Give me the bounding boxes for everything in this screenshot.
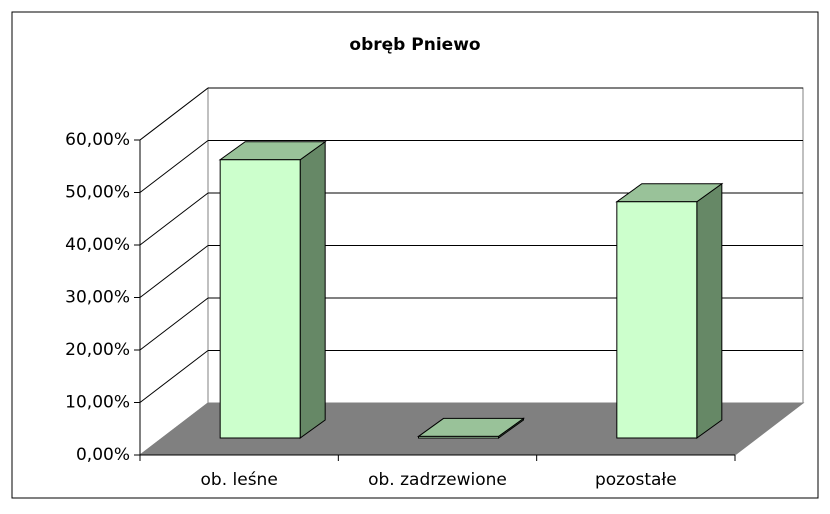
x-tick-label: ob. zadrzewione bbox=[368, 470, 507, 490]
grid-line bbox=[139, 192, 209, 246]
grid-line bbox=[139, 297, 209, 351]
x-tick-label: ob. leśne bbox=[201, 470, 278, 490]
x-tick-label: pozostałe bbox=[595, 470, 677, 490]
grid-line bbox=[139, 87, 209, 141]
bar bbox=[219, 159, 301, 439]
chart-title: obręb Pniewo bbox=[349, 35, 480, 55]
grid-line bbox=[139, 140, 209, 193]
bar-side bbox=[299, 140, 326, 439]
y-tick-label: 60,00% bbox=[65, 130, 130, 150]
grid-line bbox=[139, 245, 209, 298]
bar bbox=[418, 435, 499, 439]
y-tick-label: 50,00% bbox=[65, 183, 130, 203]
y-tick-label: 30,00% bbox=[65, 288, 130, 308]
bar-side bbox=[696, 182, 723, 439]
y-tick-label: 20,00% bbox=[65, 340, 130, 360]
grid-line bbox=[139, 350, 209, 403]
y-tick-label: 40,00% bbox=[65, 235, 130, 255]
y-tick-label: 0,00% bbox=[76, 445, 130, 465]
y-tick-label: 10,00% bbox=[65, 393, 130, 413]
bar bbox=[616, 201, 698, 439]
